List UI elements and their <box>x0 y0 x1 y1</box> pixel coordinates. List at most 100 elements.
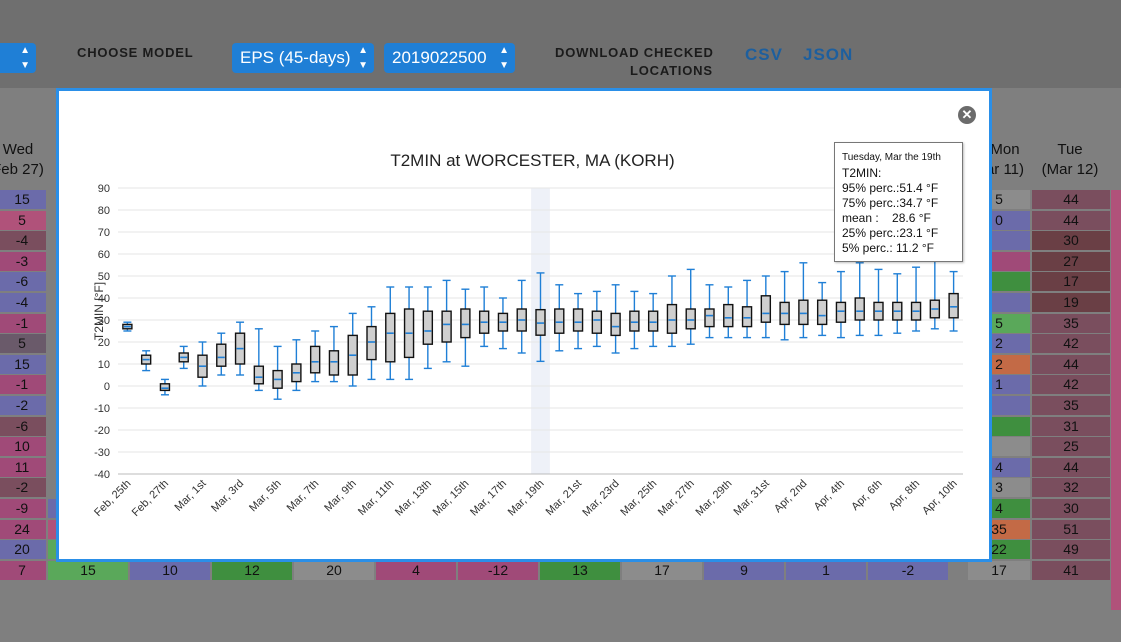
model-select-value: EPS (45-days) <box>240 48 351 67</box>
column-header-day: Mon <box>990 141 1020 158</box>
box <box>216 343 227 367</box>
table-cell: 9 <box>704 560 784 580</box>
box <box>159 383 171 392</box>
model-select[interactable]: EPS (45-days) ▲ ▼ <box>232 43 374 73</box>
x-tick-label: Mar, 19th <box>506 478 547 519</box>
table-cell: 1 <box>786 560 866 580</box>
download-label-line2: LOCATIONS <box>630 63 713 78</box>
box <box>816 299 828 326</box>
table-cell: -4 <box>0 231 46 251</box>
table-cell: 4 <box>376 560 456 580</box>
box <box>741 306 753 328</box>
x-tick-label: Mar, 9th <box>322 478 359 515</box>
y-tick-label: 70 <box>98 227 110 239</box>
table-cell: -1 <box>0 375 46 395</box>
run-select[interactable]: 2019022500 ▲ ▼ <box>384 43 515 73</box>
column-header-tue: Tue (Mar 12) <box>1030 140 1110 180</box>
table-cell: 15 <box>48 560 128 580</box>
table-cell: 20 <box>0 540 46 560</box>
x-tick-label: Apr, 2nd <box>772 478 809 515</box>
top-toolbar: ▲ ▼ CHOOSE MODEL EPS (45-days) ▲ ▼ 20190225… <box>0 0 1121 88</box>
table-cell: -2 <box>868 560 948 580</box>
table-cell: 44 <box>1032 354 1110 374</box>
x-tick-label: Mar, 13th <box>393 478 434 519</box>
x-tick-label: Mar, 23rd <box>580 478 621 519</box>
tooltip-variable: T2MIN: <box>842 166 882 180</box>
table-cell: 20 <box>294 560 374 580</box>
table-cell: 5 <box>0 334 46 354</box>
table-cell: -9 <box>0 499 46 518</box>
table-cell: 44 <box>1032 190 1110 209</box>
table-cell: -12 <box>458 560 538 580</box>
box <box>422 310 434 345</box>
boxplot-chart: -40 -30 -20 -10 0 10 20 30 40 50 60 70 80 90 T2MIN at … <box>92 151 963 519</box>
box <box>366 325 377 361</box>
table-cell: 10 <box>0 437 46 457</box>
tooltip-mean: mean : 28.6 °F <box>842 211 931 225</box>
table-cell: 27 <box>1032 251 1110 271</box>
csv-link[interactable]: CSV <box>745 45 783 64</box>
x-tick-label: Feb, 27th <box>130 478 171 519</box>
box <box>610 312 621 337</box>
x-tick-label: Apr, 6th <box>849 478 884 513</box>
y-tick-label: 50 <box>98 271 110 283</box>
table-cell: 17 <box>622 560 702 580</box>
table-cell: 35 <box>1032 396 1110 415</box>
table-cell: 13 <box>540 560 620 580</box>
location-select[interactable]: ▲ ▼ <box>0 43 36 73</box>
box <box>385 312 396 363</box>
chart-title: T2MIN at WORCESTER, MA (KORH) <box>390 151 674 170</box>
box <box>835 301 847 323</box>
select-arrows-icon: ▲ ▼ <box>20 45 30 71</box>
tooltip-p95: 95% perc.:51.4 °F <box>842 181 939 195</box>
y-axis-label: T2MIN [°F] <box>92 282 106 340</box>
table-cell: -1 <box>0 313 46 333</box>
box <box>554 308 565 334</box>
table-cell: -2 <box>0 478 46 498</box>
x-tick-label: Mar, 27th <box>656 478 697 519</box>
box <box>441 310 452 343</box>
table-cell: 15 <box>0 354 46 374</box>
x-tick-label: Mar, 17th <box>468 478 509 519</box>
table-cell: 42 <box>1032 375 1110 395</box>
x-tick-label: Mar, 25th <box>618 478 659 519</box>
y-tick-label: 60 <box>98 249 110 261</box>
box <box>723 303 734 328</box>
table-cell: 44 <box>1032 210 1110 230</box>
y-tick-label: -30 <box>94 447 110 459</box>
box <box>798 299 809 326</box>
x-tick-label: Mar, 5th <box>247 478 284 515</box>
table-cell: 17 <box>968 560 1030 580</box>
close-icon[interactable]: ✕ <box>958 106 976 124</box>
json-link[interactable]: JSON <box>803 45 854 64</box>
box <box>253 365 265 385</box>
x-tick-label: Mar, 29th <box>693 478 734 519</box>
column-header-date: ar 11) <box>985 161 1025 178</box>
box <box>629 310 640 332</box>
y-tick-label: 30 <box>98 315 110 327</box>
box <box>666 303 678 334</box>
x-tick-label: Mar, 7th <box>285 478 322 515</box>
table-cell: -3 <box>0 251 46 271</box>
table-cell: 12 <box>212 560 292 580</box>
box <box>854 297 865 321</box>
table-cell: 31 <box>1032 416 1110 436</box>
download-label-line1: DOWNLOAD CHECKED <box>555 45 714 60</box>
box <box>704 308 715 328</box>
box <box>309 345 321 374</box>
x-tick-label: Mar, 21st <box>544 478 584 518</box>
column-header-date: (Mar 12) <box>1041 161 1099 178</box>
tooltip-p75: 75% perc.:34.7 °F <box>842 196 939 210</box>
x-tick-label: Mar, 3rd <box>209 478 246 515</box>
x-tick-label: Feb, 25th <box>92 478 133 519</box>
x-tick-label: Mar, 1st <box>172 478 208 514</box>
box <box>328 350 340 376</box>
chart-tooltip: Tuesday, Mar the 19th T2MIN: 95% perc.:5… <box>834 142 963 262</box>
tooltip-date: Tuesday, Mar the 19th <box>842 152 941 163</box>
table-cell: 30 <box>1032 231 1110 251</box>
table-cell: 17 <box>1032 272 1110 292</box>
y-tick-label: 40 <box>98 293 110 305</box>
column-header-date: Feb 27) <box>0 161 44 178</box>
table-cell: 24 <box>0 519 46 539</box>
table-cell: 15 <box>0 190 46 209</box>
